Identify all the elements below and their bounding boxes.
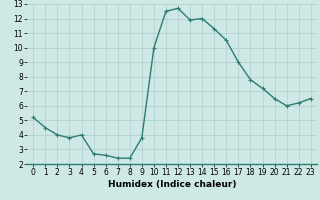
X-axis label: Humidex (Indice chaleur): Humidex (Indice chaleur) — [108, 180, 236, 189]
